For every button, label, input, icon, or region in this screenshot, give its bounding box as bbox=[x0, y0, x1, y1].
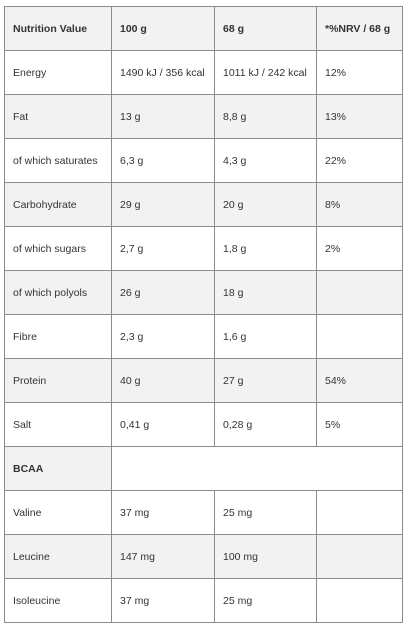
table-row: Salt 0,41 g 0,28 g 5% bbox=[4, 402, 403, 447]
table-cell: 2,3 g bbox=[111, 314, 215, 359]
table-cell: 4,3 g bbox=[214, 138, 317, 183]
table-cell: 22% bbox=[316, 138, 403, 183]
header-cell: *%NRV / 68 g bbox=[316, 6, 403, 51]
table-row: Energy 1490 kJ / 356 kcal 1011 kJ / 242 kc… bbox=[4, 50, 403, 95]
empty-cell bbox=[316, 578, 403, 623]
table-cell: 37 mg bbox=[111, 490, 215, 535]
table-cell: 100 mg bbox=[214, 534, 317, 579]
empty-cell bbox=[316, 314, 403, 359]
table-cell: 12% bbox=[316, 50, 403, 95]
header-row: Nutrition Value 100 g 68 g *%NRV / 68 g bbox=[4, 6, 403, 51]
table-cell: BCAA bbox=[4, 446, 112, 491]
table-cell: 8% bbox=[316, 182, 403, 227]
table-cell: 18 g bbox=[214, 270, 317, 315]
table-cell: 1,6 g bbox=[214, 314, 317, 359]
table-cell: 0,28 g bbox=[214, 402, 317, 447]
table-row: of which sugars 2,7 g 1,8 g 2% bbox=[4, 226, 403, 271]
table-row: Leucine 147 mg 100 mg bbox=[4, 534, 403, 579]
table-row: Protein 40 g 27 g 54% bbox=[4, 358, 403, 403]
table-cell: 25 mg bbox=[214, 490, 317, 535]
table-row: Isoleucine 37 mg 25 mg bbox=[4, 578, 403, 623]
table-row: of which saturates 6,3 g 4,3 g 22% bbox=[4, 138, 403, 183]
table-cell: Fat bbox=[4, 94, 112, 139]
table-cell: 40 g bbox=[111, 358, 215, 403]
table-cell: 1490 kJ / 356 kcal bbox=[111, 50, 215, 95]
table-cell: Energy bbox=[4, 50, 112, 95]
table-row: Fibre 2,3 g 1,6 g bbox=[4, 314, 403, 359]
table-cell: 37 mg bbox=[111, 578, 215, 623]
table-cell: of which polyols bbox=[4, 270, 112, 315]
table-cell: of which sugars bbox=[4, 226, 112, 271]
table-cell: 8,8 g bbox=[214, 94, 317, 139]
table-row: of which polyols 26 g 18 g bbox=[4, 270, 403, 315]
table-row: Carbohydrate 29 g 20 g 8% bbox=[4, 182, 403, 227]
table-cell: 20 g bbox=[214, 182, 317, 227]
table-cell: 2% bbox=[316, 226, 403, 271]
table-cell: 27 g bbox=[214, 358, 317, 403]
table-cell: Carbohydrate bbox=[4, 182, 112, 227]
table-cell: 5% bbox=[316, 402, 403, 447]
empty-cell bbox=[316, 270, 403, 315]
nutrition-table: Nutrition Value 100 g 68 g *%NRV / 68 g Ene… bbox=[4, 6, 403, 623]
table-cell: 25 mg bbox=[214, 578, 317, 623]
table-row: Fat 13 g 8,8 g 13% bbox=[4, 94, 403, 139]
table-row: BCAA bbox=[4, 446, 403, 491]
empty-cell bbox=[111, 446, 403, 491]
header-cell: Nutrition Value bbox=[4, 6, 112, 51]
table-cell: 13% bbox=[316, 94, 403, 139]
header-cell: 100 g bbox=[111, 6, 215, 51]
table-cell: Fibre bbox=[4, 314, 112, 359]
table-cell: 13 g bbox=[111, 94, 215, 139]
table-cell: Valine bbox=[4, 490, 112, 535]
table-cell: 6,3 g bbox=[111, 138, 215, 183]
table-cell: 29 g bbox=[111, 182, 215, 227]
table-cell: of which saturates bbox=[4, 138, 112, 183]
table-cell: 2,7 g bbox=[111, 226, 215, 271]
header-cell: 68 g bbox=[214, 6, 317, 51]
table-cell: 0,41 g bbox=[111, 402, 215, 447]
table-cell: Isoleucine bbox=[4, 578, 112, 623]
table-cell: 1011 kJ / 242 kcal bbox=[214, 50, 317, 95]
empty-cell bbox=[316, 534, 403, 579]
table-cell: Salt bbox=[4, 402, 112, 447]
table-cell: 54% bbox=[316, 358, 403, 403]
table-row: Valine 37 mg 25 mg bbox=[4, 490, 403, 535]
table-cell: 26 g bbox=[111, 270, 215, 315]
empty-cell bbox=[316, 490, 403, 535]
table-cell: 147 mg bbox=[111, 534, 215, 579]
table-cell: 1,8 g bbox=[214, 226, 317, 271]
table-cell: Leucine bbox=[4, 534, 112, 579]
table-cell: Protein bbox=[4, 358, 112, 403]
